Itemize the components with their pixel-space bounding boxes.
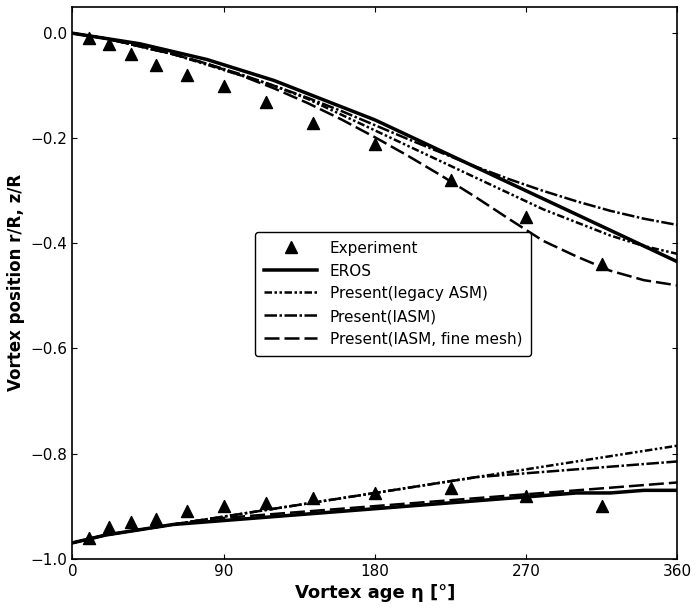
Point [307,493,318,503]
Point [181,507,192,516]
Point [521,491,532,501]
Y-axis label: Vortex position r/R, z/R: Vortex position r/R, z/R [7,174,25,392]
Point [103,523,115,532]
Point [260,499,271,509]
Point [521,213,532,222]
Point [369,139,380,149]
Point [218,501,229,511]
Point [103,39,115,49]
Point [84,533,95,543]
Point [445,175,456,185]
Point [84,33,95,43]
Point [369,488,380,498]
Point [596,259,607,269]
Legend: Experiment, EROS, Present(legacy ASM), Present(IASM), Present(IASM, fine mesh): Experiment, EROS, Present(legacy ASM), P… [255,231,531,356]
Point [151,60,162,69]
Point [445,483,456,493]
Point [181,71,192,80]
Point [307,118,318,127]
Point [126,49,137,59]
Point [596,501,607,511]
Point [260,97,271,107]
Point [218,81,229,91]
X-axis label: Vortex age η [°]: Vortex age η [°] [295,584,455,602]
Point [126,517,137,527]
Point [151,515,162,524]
